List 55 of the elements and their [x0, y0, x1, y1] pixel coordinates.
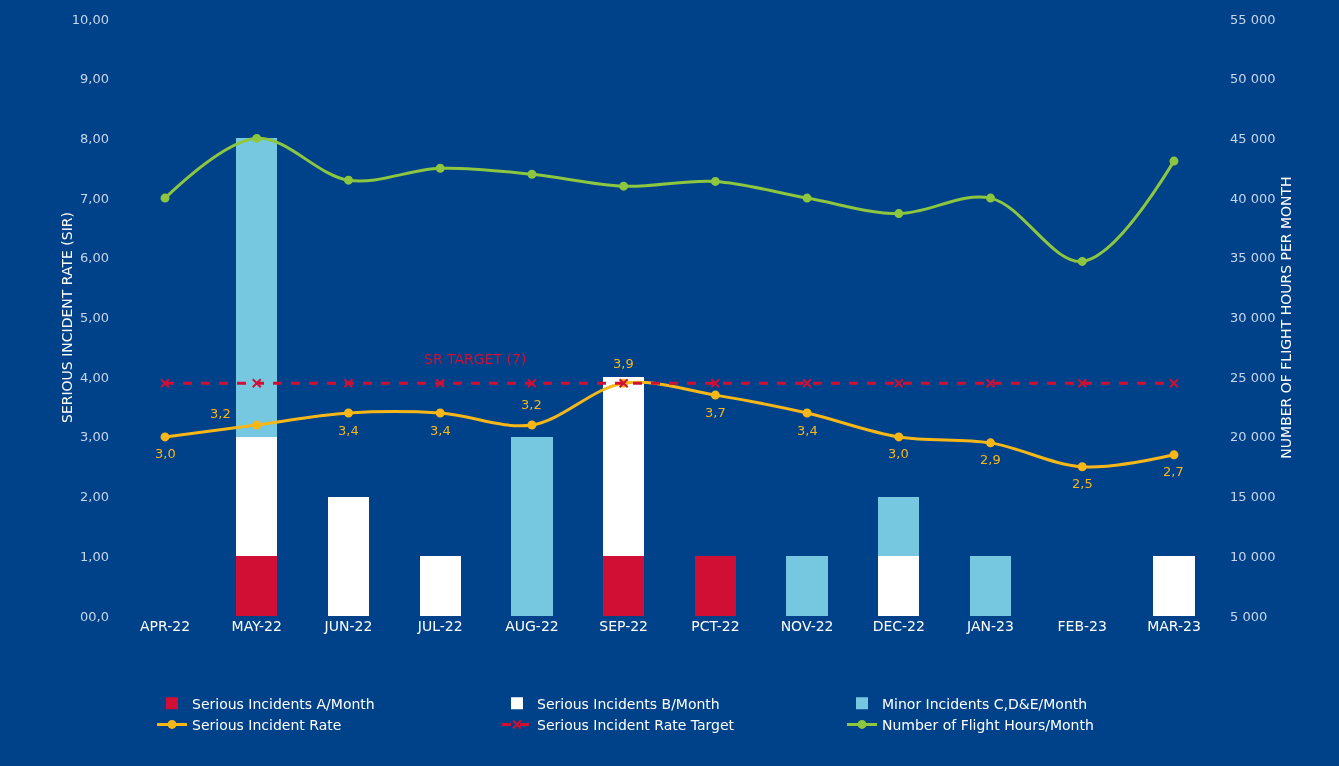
data-label: 2,5 [1072, 476, 1093, 491]
y-tick-label: 7,00 [80, 190, 109, 206]
y-tick-label: 1,00 [80, 548, 109, 564]
y2-tick-label: 35 000 [1230, 250, 1276, 266]
y2-tick-label: 5 000 [1230, 608, 1268, 624]
y2-tick-label: 45 000 [1230, 130, 1276, 146]
y2-tick-label: 50 000 [1230, 71, 1276, 87]
y2-tick-label: 15 000 [1230, 489, 1276, 505]
y2-tick-label: 30 000 [1230, 310, 1276, 326]
y-tick-label: 10,00 [71, 11, 109, 27]
x-tick-label: FEB-23 [1057, 618, 1107, 634]
data-label: 2,9 [980, 452, 1001, 467]
y-tick-label: 6,00 [80, 250, 109, 266]
y2-tick-label: 55 000 [1230, 11, 1276, 27]
data-label: 3,7 [705, 405, 726, 420]
y-tick-label: 8,00 [80, 130, 109, 146]
annotation: SR TARGET (7) [424, 351, 527, 367]
y2-tick-label: 25 000 [1230, 369, 1276, 385]
y-tick-label: 5,00 [80, 310, 109, 326]
y-tick-label: 3,00 [80, 429, 109, 445]
legend-label: Serious Incident Rate Target [537, 716, 735, 733]
y2-tick-label: 20 000 [1230, 429, 1276, 445]
legend-label: Number of Flight Hours/Month [882, 716, 1094, 733]
y-tick-label: 00,0 [80, 608, 109, 624]
x-tick-label: JAN-23 [966, 618, 1014, 634]
data-label: 3,2 [210, 406, 231, 421]
y-tick-label: 9,00 [80, 71, 109, 87]
x-tick-label: JUN-22 [323, 618, 373, 634]
legend-label: Minor Incidents C,D&E/Month [882, 695, 1088, 712]
data-label: 3,4 [430, 423, 451, 438]
x-tick-label: PCT-22 [691, 618, 740, 634]
x-tick-label: MAR-23 [1147, 618, 1201, 634]
data-label: 3,0 [888, 446, 909, 461]
y-tick-label: 2,00 [80, 489, 109, 505]
data-label: 3,0 [155, 446, 176, 461]
data-label: 2,7 [1163, 464, 1184, 479]
legend-label: Serious Incident Rate [192, 716, 342, 733]
x-tick-label: SEP-22 [599, 618, 649, 634]
x-tick-label: NOV-22 [780, 618, 834, 634]
data-label: 3,9 [613, 356, 634, 371]
x-tick-label: MAY-22 [231, 618, 282, 634]
data-label: 3,2 [521, 397, 542, 412]
y2-tick-label: 40 000 [1230, 190, 1276, 206]
x-tick-label: APR-22 [140, 618, 191, 634]
legend-label: Serious Incidents B/Month [537, 695, 720, 712]
x-tick-label: DEC-22 [872, 618, 925, 634]
y2-axis-title: NUMBER OF FLIGHT HOURS PER MONTH [1277, 176, 1294, 459]
x-tick-label: JUL-22 [416, 618, 463, 634]
y2-tick-label: 10 000 [1230, 548, 1276, 564]
data-label: 3,4 [797, 423, 818, 438]
data-label: 3,4 [338, 423, 359, 438]
y-axis-title: SERIOUS INCIDENT RATE (SIR) [59, 212, 75, 423]
legend-label: Serious Incidents A/Month [192, 695, 375, 712]
x-tick-label: AUG-22 [505, 618, 559, 634]
y-tick-label: 4,00 [80, 369, 109, 385]
